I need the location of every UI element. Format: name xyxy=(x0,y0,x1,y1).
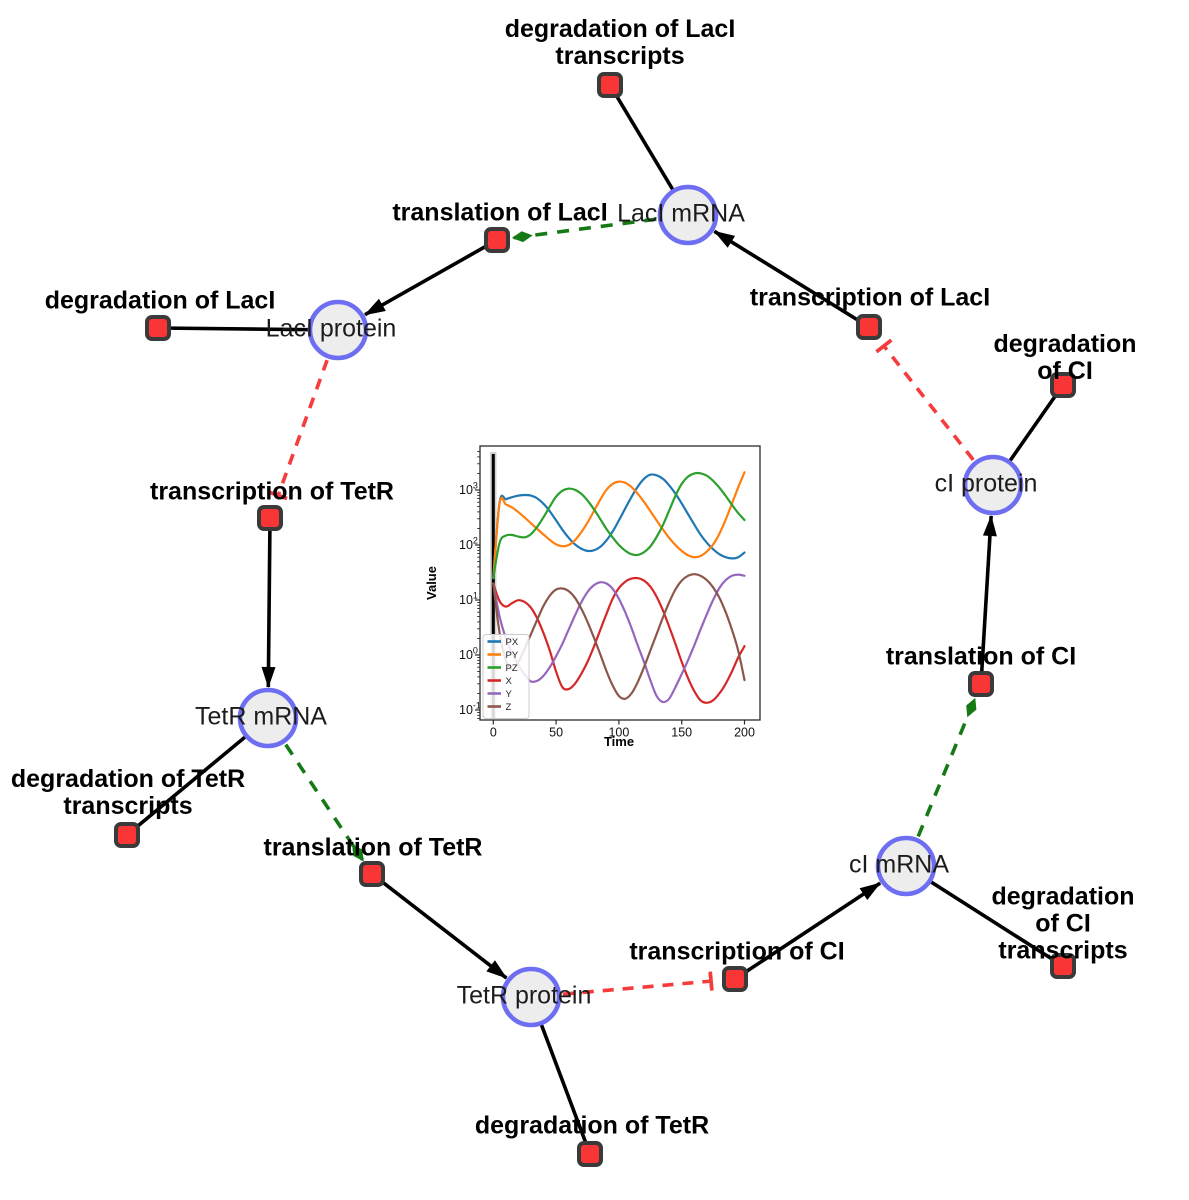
reaction-node-transcription_cI[interactable] xyxy=(722,966,748,992)
species-node-lacI_mRNA[interactable] xyxy=(657,184,719,246)
edge-modifier-lacI_mRNA-to-translation_lacI xyxy=(511,217,657,243)
edge-inhibition-lacI_protein-to-transcription_tetR xyxy=(268,359,329,501)
reaction-node-deg_lacI[interactable] xyxy=(145,315,171,341)
chart-svg: 0 50 100 150 20010310210110010-1TimeValuePXP… xyxy=(424,445,761,749)
edge-production-translation_lacI-to-lacI_protein xyxy=(364,238,498,317)
reaction-node-deg_cI_tx[interactable] xyxy=(1050,953,1076,979)
series-line-PZ xyxy=(492,471,746,580)
legend-label-Z: Z xyxy=(506,702,512,713)
species-node-cI_mRNA[interactable] xyxy=(875,835,937,897)
legend-label-PY: PY xyxy=(506,650,519,661)
edge-consumption-cI_mRNA-to-deg_cI_tx xyxy=(905,864,1064,968)
edge-production-translation_tetR-to-tetR_protein xyxy=(370,872,508,980)
series-line-PY xyxy=(492,471,746,580)
legend-label-PX: PX xyxy=(506,637,519,648)
legend-label-X: X xyxy=(506,676,513,687)
reaction-node-transcription_lacI[interactable] xyxy=(856,314,882,340)
species-node-cI_protein[interactable] xyxy=(962,454,1024,516)
y-tick-label: 100 xyxy=(459,646,478,663)
edge-modifier-tetR_mRNA-to-translation_tetR xyxy=(284,743,365,862)
x-tick-label: 50 xyxy=(549,726,563,740)
edge-inhibition-cI_protein-to-transcription_lacI xyxy=(875,338,975,461)
x-tick-label: 150 xyxy=(671,726,692,740)
x-axis-title: Time xyxy=(604,734,634,749)
edge-production-transcription_tetR-to-tetR_mRNA xyxy=(261,517,276,689)
series-line-PX xyxy=(492,473,746,580)
series-line-Z xyxy=(492,573,746,700)
edge-production-translation_cI-to-cI_protein xyxy=(979,514,997,685)
reaction-node-translation_lacI[interactable] xyxy=(484,227,510,253)
simulation-plot: 0 50 100 150 200 103 102 101 100 10-1 Time Value PX P… xyxy=(424,436,778,764)
species-node-tetR_protein[interactable] xyxy=(500,966,562,1028)
edge-consumption-tetR_mRNA-to-deg_tetR_tx xyxy=(125,716,270,837)
x-tick-label: 100 xyxy=(608,726,629,740)
series-line-Y xyxy=(492,573,746,704)
y-axis-title: Value xyxy=(426,566,439,600)
reaction-node-translation_cI[interactable] xyxy=(968,671,994,697)
x-tick-label: 200 xyxy=(734,726,755,740)
series-line-X xyxy=(492,576,746,704)
edge-inhibition-tetR_protein-to-transcription_cI xyxy=(562,971,714,996)
y-tick-label: 102 xyxy=(459,536,478,553)
legend-label-PZ: PZ xyxy=(506,663,518,674)
y-tick-label: 103 xyxy=(459,481,478,498)
chart-legend: PX PY PZ XYZ xyxy=(482,634,530,719)
reaction-node-translation_tetR[interactable] xyxy=(359,861,385,887)
y-tick-label: 10-1 xyxy=(459,701,481,718)
reaction-node-deg_cI[interactable] xyxy=(1050,372,1076,398)
edge-production-transcription_lacI-to-lacI_mRNA xyxy=(713,229,870,329)
reaction-node-deg_tetR_tx[interactable] xyxy=(114,822,140,848)
reaction-node-deg_lacI_tx[interactable] xyxy=(597,72,623,98)
edge-production-transcription_cI-to-cI_mRNA xyxy=(734,881,882,981)
species-node-tetR_mRNA[interactable] xyxy=(237,687,299,749)
species-node-lacI_protein[interactable] xyxy=(307,299,369,361)
y-tick-label: 101 xyxy=(459,591,478,608)
edge-modifier-cI_mRNA-to-translation_cI xyxy=(916,697,977,838)
reaction-node-deg_tetR[interactable] xyxy=(577,1141,603,1167)
reaction-node-transcription_tetR[interactable] xyxy=(257,505,283,531)
legend-label-Y: Y xyxy=(506,689,513,700)
x-tick-label: 0 xyxy=(490,726,497,740)
